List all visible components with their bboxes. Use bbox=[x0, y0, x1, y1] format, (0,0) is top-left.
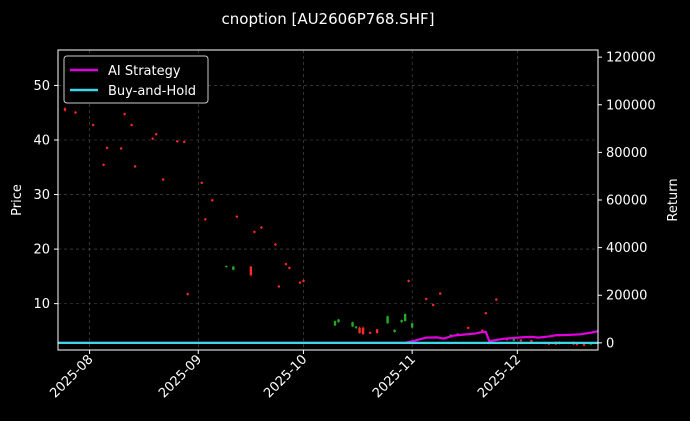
candle-body bbox=[74, 111, 77, 114]
candle-body bbox=[91, 124, 95, 126]
candle-body bbox=[249, 266, 253, 276]
candle-body bbox=[403, 314, 407, 322]
y-tick-label: 40 bbox=[33, 134, 50, 149]
y2-tick-label: 120000 bbox=[606, 51, 656, 66]
candle-body bbox=[225, 266, 228, 268]
return-lines bbox=[58, 330, 599, 344]
right-axis-ticks: 0 20000 40000 60000 80000 100000 120000 bbox=[598, 51, 656, 351]
candle-body bbox=[130, 124, 133, 126]
candle-body bbox=[361, 327, 365, 335]
y2-tick-label: 60000 bbox=[606, 194, 647, 209]
series-line-ai-strategy bbox=[58, 330, 599, 344]
legend-box bbox=[63, 55, 209, 104]
candle-body bbox=[211, 199, 214, 202]
candle-body bbox=[368, 332, 372, 334]
candle-body bbox=[351, 322, 354, 327]
y2-axis-label: Return bbox=[666, 178, 681, 221]
candle-body bbox=[298, 281, 302, 284]
y2-tick-label: 80000 bbox=[606, 146, 647, 161]
candle-body bbox=[530, 340, 533, 342]
candle-body bbox=[176, 140, 179, 143]
candle-body bbox=[400, 320, 403, 323]
y2-tick-label: 0 bbox=[606, 336, 614, 351]
candle-body bbox=[393, 329, 396, 332]
y-axis-label: Price bbox=[10, 184, 25, 216]
candle-body bbox=[410, 323, 414, 328]
y2-tick-label: 100000 bbox=[606, 98, 656, 113]
candle-body bbox=[119, 147, 123, 150]
chart-title: cnoption [AU2606P768.SHF] bbox=[222, 10, 435, 28]
candle-body bbox=[354, 326, 358, 329]
gridlines bbox=[58, 50, 598, 350]
candle-body bbox=[151, 137, 154, 140]
candle-body bbox=[105, 147, 109, 149]
x-tick-label: 2025-10 bbox=[261, 352, 310, 401]
candle-body bbox=[204, 218, 207, 221]
x-tick-label: 2025-08 bbox=[47, 352, 96, 401]
legend-label-buy-and-hold: Buy-and-Hold bbox=[108, 84, 196, 99]
candle-body bbox=[495, 298, 498, 301]
y-tick-label: 30 bbox=[33, 188, 50, 203]
y-tick-label: 10 bbox=[33, 297, 50, 312]
x-tick-label: 2025-11 bbox=[370, 352, 419, 401]
candle-body bbox=[467, 327, 470, 329]
candle-body bbox=[358, 327, 361, 334]
candle-body bbox=[512, 339, 516, 341]
candle-body bbox=[277, 285, 281, 288]
candle-body bbox=[183, 141, 186, 143]
x-tick-label: 2025-09 bbox=[156, 352, 205, 401]
y-tick-label: 50 bbox=[33, 79, 50, 94]
candle-body bbox=[274, 243, 277, 246]
candle-body bbox=[63, 108, 67, 111]
candle-body bbox=[386, 316, 389, 324]
candle-body bbox=[582, 342, 586, 346]
legend: AI Strategy Buy-and-Hold bbox=[63, 55, 209, 104]
y2-tick-label: 20000 bbox=[606, 289, 647, 304]
candle-body bbox=[123, 113, 126, 115]
legend-label-ai-strategy: AI Strategy bbox=[108, 64, 181, 79]
candle-body bbox=[284, 263, 288, 265]
left-axis-ticks: 10 20 30 40 50 bbox=[33, 79, 58, 312]
candle-body bbox=[484, 312, 487, 314]
candle-body bbox=[333, 321, 337, 326]
candle-body bbox=[439, 292, 442, 295]
candle-body bbox=[232, 266, 235, 270]
candle-body bbox=[481, 329, 484, 332]
candle-body bbox=[186, 293, 189, 295]
candle-body bbox=[302, 280, 305, 282]
candle-body bbox=[431, 304, 435, 306]
y-tick-label: 20 bbox=[33, 243, 50, 258]
candle-body bbox=[288, 267, 291, 269]
candle-body bbox=[337, 319, 340, 323]
candle-body bbox=[133, 165, 137, 168]
candle-body bbox=[375, 329, 379, 334]
x-axis-ticks: 2025-08 2025-09 2025-10 2025-11 2025-12 bbox=[47, 350, 524, 401]
x-tick-label: 2025-12 bbox=[475, 352, 524, 401]
candle-body bbox=[200, 182, 203, 184]
candle-body bbox=[260, 226, 263, 229]
candle-body bbox=[424, 298, 428, 300]
candle-body bbox=[253, 231, 256, 233]
candle-body bbox=[235, 215, 239, 218]
candle-body bbox=[407, 280, 410, 282]
candle-body bbox=[102, 164, 105, 166]
candle-body bbox=[161, 178, 165, 181]
candle-body bbox=[154, 133, 158, 136]
candle-body bbox=[519, 339, 523, 342]
y2-tick-label: 40000 bbox=[606, 241, 647, 256]
